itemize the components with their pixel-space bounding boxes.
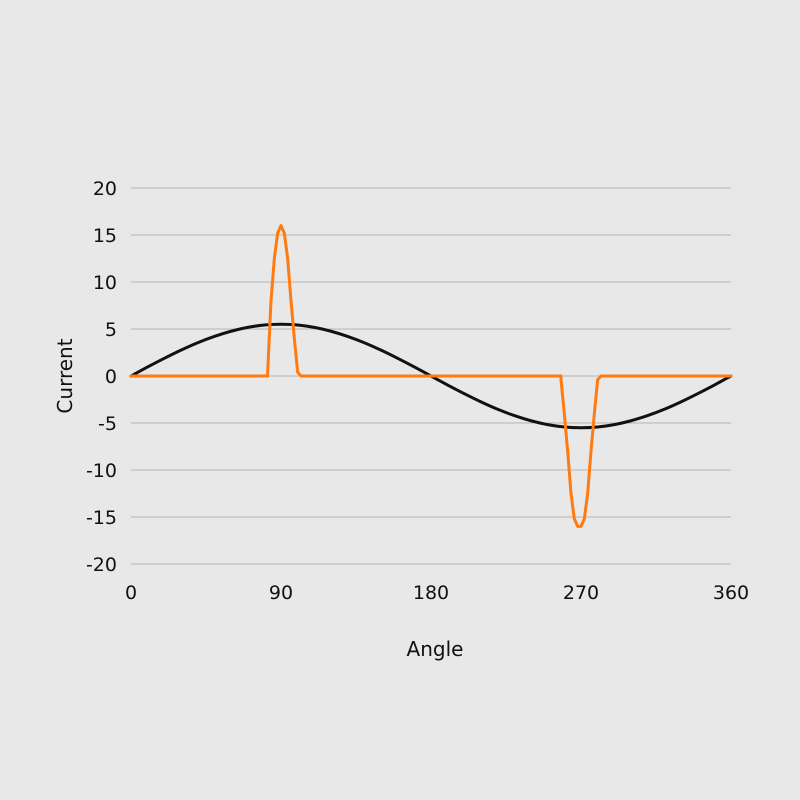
x-axis-title: Angle: [407, 637, 464, 661]
x-axis-tick-labels: 0 90 180 270 360: [125, 582, 749, 604]
x-tick-label: 180: [413, 582, 449, 604]
x-tick-label: 270: [563, 582, 599, 604]
x-tick-label: 90: [269, 582, 293, 604]
x-tick-label: 0: [125, 582, 137, 604]
y-tick-label: 20: [93, 178, 117, 200]
y-tick-label: 15: [93, 225, 117, 247]
y-tick-label: -15: [86, 507, 117, 529]
series-line-orange: [129, 224, 733, 528]
x-tick-label: 360: [713, 582, 749, 604]
series-lines: [129, 224, 733, 528]
y-axis-tick-labels: 20 15 10 5 0 -5 -10 -15 -20: [86, 178, 117, 576]
y-tick-label: 10: [93, 272, 117, 294]
y-tick-label: -20: [86, 554, 117, 576]
y-tick-label: -5: [98, 413, 117, 435]
y-tick-label: 0: [105, 366, 117, 388]
y-tick-label: -10: [86, 460, 117, 482]
y-tick-label: 5: [105, 319, 117, 341]
y-axis-title: Current: [53, 338, 77, 413]
